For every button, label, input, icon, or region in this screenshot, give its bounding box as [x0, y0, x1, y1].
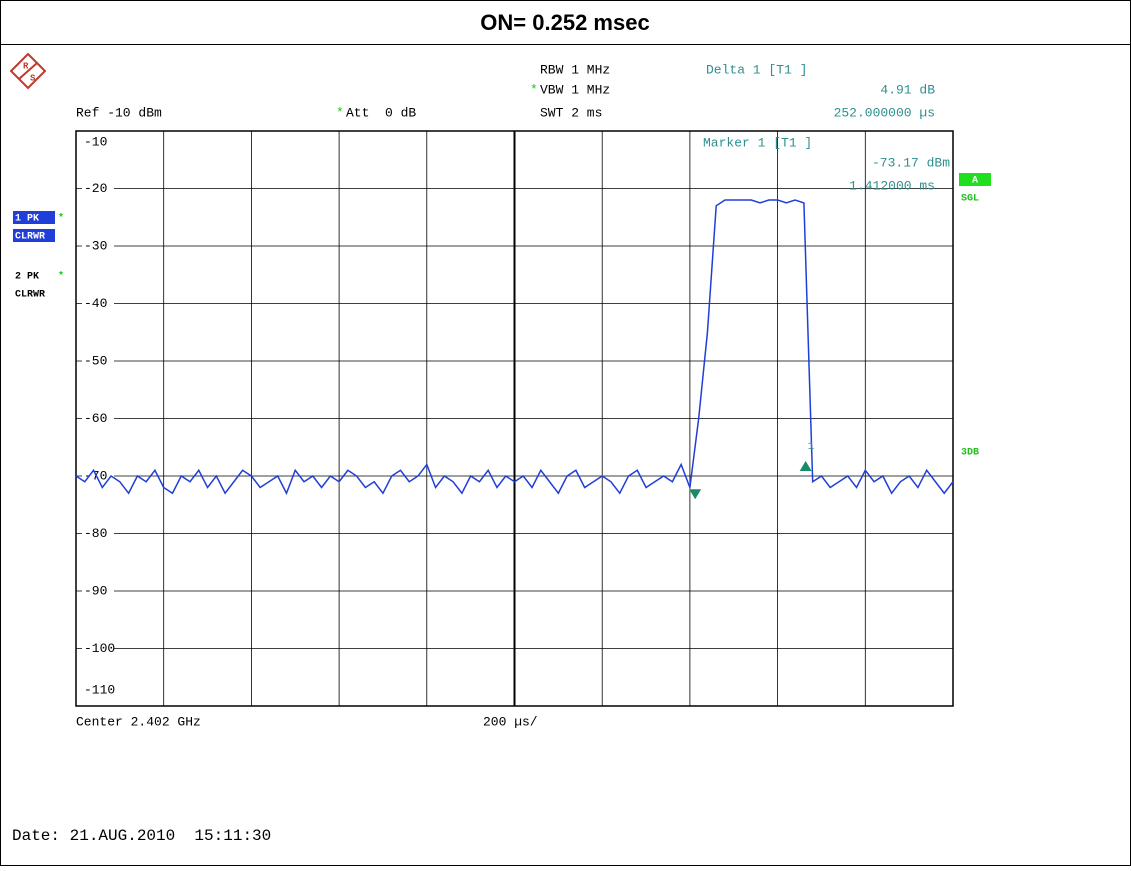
y-tick-label: -30: [84, 238, 107, 253]
y-tick-label: -90: [84, 583, 107, 598]
tick-label-bg: [82, 135, 114, 149]
swt: SWT 2 ms: [540, 105, 602, 120]
tick-label-bg: [82, 354, 114, 368]
att: Att 0 dB: [346, 105, 416, 120]
tick-label-bg: [82, 411, 114, 426]
trace1-id: 1 PK: [15, 214, 39, 225]
vbw-flag: *: [530, 82, 538, 97]
date: Date: 21.AUG.2010 15:11:30: [12, 827, 271, 845]
y-tick-label: -10: [84, 134, 107, 149]
3db-label: 3DB: [961, 448, 979, 459]
att-flag: *: [336, 105, 344, 120]
sgl-label: SGL: [961, 194, 979, 205]
y-tick-label: -50: [84, 353, 107, 368]
marker-time: 1.412000 ms: [849, 178, 935, 193]
logo-s: S: [30, 73, 36, 83]
y-tick-label: -40: [84, 296, 107, 311]
marker-1: [689, 489, 702, 500]
y-tick-label: -60: [84, 411, 107, 426]
delta-marker: [799, 460, 812, 471]
y-tick-label: -20: [84, 181, 107, 196]
tick-label-bg: [82, 526, 114, 541]
a-label: A: [972, 176, 978, 187]
logo-slash: [18, 62, 38, 80]
tick-label-bg: [82, 469, 114, 483]
y-tick-label: -110: [84, 682, 115, 697]
marker-level: -73.17 dBm: [872, 155, 950, 170]
center-freq: Center 2.402 GHz: [76, 714, 201, 729]
plot-border: [75, 130, 954, 707]
marker-label: Marker 1 [T1 ]: [703, 135, 812, 150]
y-tick-label: -100: [84, 641, 115, 656]
trace2-flag: *: [58, 271, 64, 283]
tick-label-bg: [82, 584, 114, 598]
title: ON= 0.252 msec: [480, 10, 649, 35]
tick-label-bg: [82, 296, 114, 311]
tick-label-bg: [82, 239, 114, 253]
tick-label-bg: [82, 683, 114, 697]
ref-level: Ref -10 dBm: [76, 105, 162, 120]
trace1-id-box: [13, 211, 55, 224]
delta-level: 4.91 dB: [880, 82, 935, 97]
trace-line: [75, 199, 954, 496]
delta-time: 252.000000 µs: [834, 105, 935, 120]
delta-label: Delta 1 [T1 ]: [706, 62, 807, 77]
logo-r: R: [23, 61, 29, 71]
trace1-mode: CLRWR: [15, 232, 45, 243]
a-box: [959, 173, 991, 186]
trace2-mode: CLRWR: [15, 290, 45, 301]
rbw: RBW 1 MHz: [540, 62, 610, 77]
tick-label-bg: [82, 181, 114, 196]
trace1-flag: *: [58, 213, 64, 225]
trace2-id: 2 PK: [15, 272, 39, 283]
vbw: VBW 1 MHz: [540, 82, 610, 97]
logo: R S: [9, 52, 47, 90]
delta-marker-number: 1: [808, 441, 815, 453]
tick-label-bg: [82, 641, 114, 656]
trace1-mode-box: [13, 229, 55, 242]
y-tick-label: -80: [84, 526, 107, 541]
span-per-div: 200 µs/: [483, 714, 538, 729]
